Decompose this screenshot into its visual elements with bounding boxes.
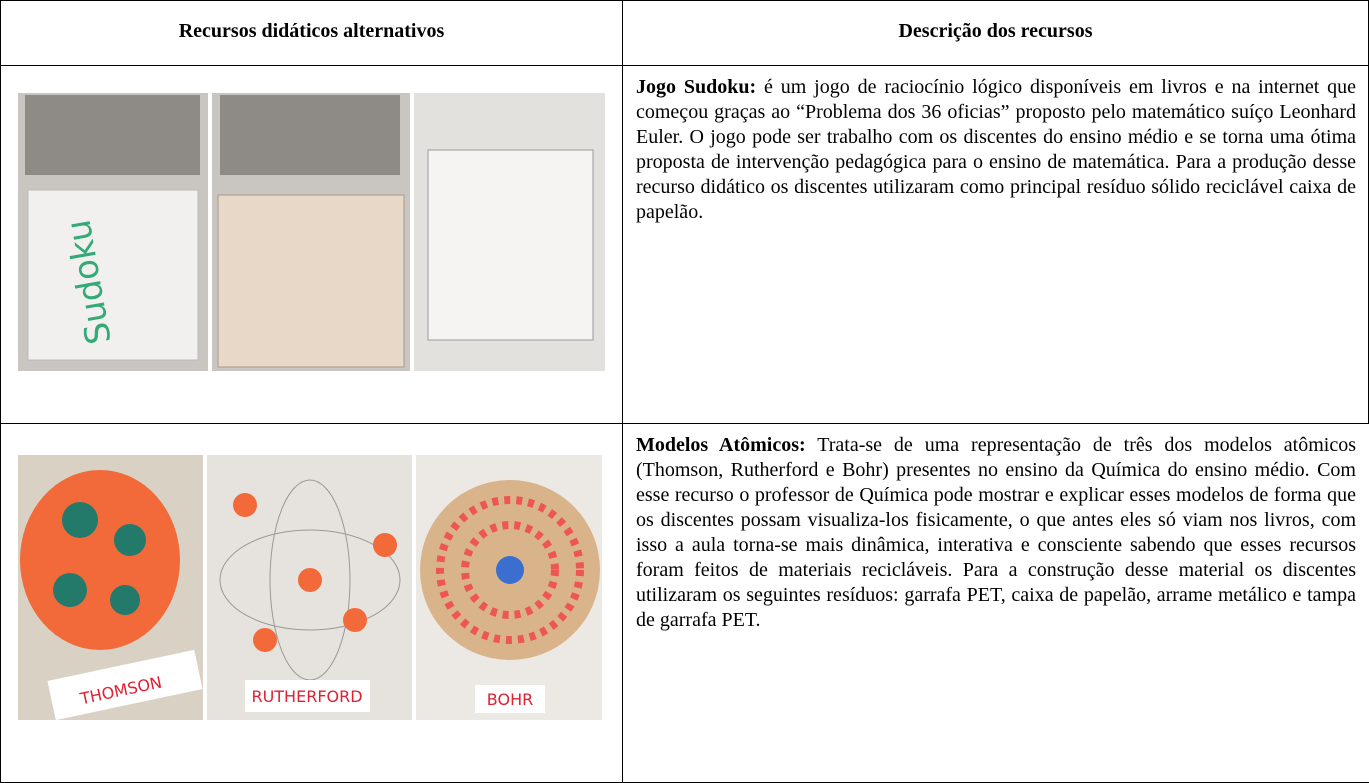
photos: Sudoku THOMSON RUTHERFORD BOHR: [18, 93, 605, 721]
column-header: Descrição dos recursos: [898, 20, 1093, 42]
photo: [212, 93, 410, 371]
photo-label: RUTHERFORD: [251, 687, 362, 706]
photo: [414, 93, 605, 371]
photo: THOMSON: [18, 455, 203, 721]
photo: BOHR: [416, 455, 602, 720]
resource-text: Trata-se de uma representação de três do…: [636, 434, 1356, 631]
photo: RUTHERFORD: [207, 455, 412, 720]
description: Modelos Atômicos: Trata-se de uma repres…: [636, 433, 1356, 633]
resource-text: é um jogo de raciocínio lógico disponíve…: [636, 76, 1357, 223]
resource-title: Modelos Atômicos:: [636, 434, 806, 456]
photo: Sudoku: [18, 93, 208, 371]
photo-label: BOHR: [487, 690, 533, 709]
column-header: Recursos didáticos alternativos: [178, 20, 445, 42]
resource-title: Jogo Sudoku:: [636, 76, 757, 98]
description: Jogo Sudoku: é um jogo de raciocínio lóg…: [636, 75, 1356, 225]
